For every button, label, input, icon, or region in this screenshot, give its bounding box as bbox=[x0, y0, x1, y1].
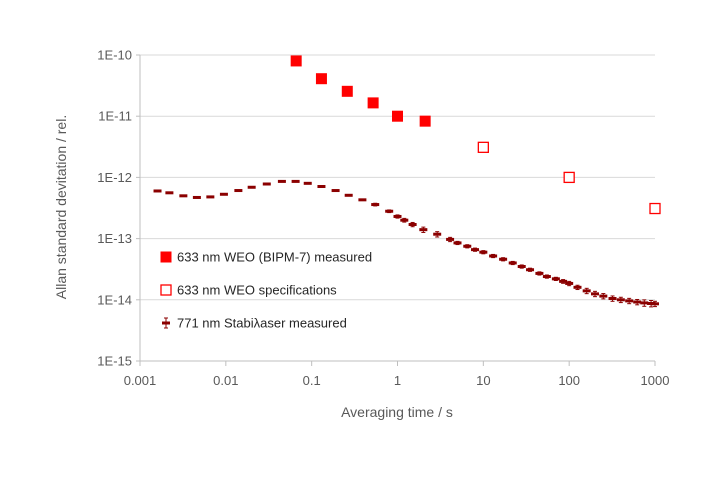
data-point-dash bbox=[219, 192, 228, 196]
data-point-filled-square bbox=[290, 55, 302, 67]
data-point-dash bbox=[179, 194, 188, 198]
legend-entry-1: 633 nm WEO (BIPM-7) measured bbox=[160, 250, 372, 265]
series-3 bbox=[153, 179, 659, 308]
data-point-dash bbox=[419, 228, 428, 232]
data-point-dash bbox=[277, 179, 286, 183]
data-point-dash bbox=[640, 301, 649, 305]
data-point-dash bbox=[206, 195, 215, 199]
data-point-dash bbox=[247, 185, 256, 189]
data-point-dash bbox=[371, 203, 380, 207]
data-point-open-square bbox=[477, 141, 489, 153]
x-tick-label: 0.1 bbox=[303, 373, 321, 388]
data-point-dash bbox=[535, 271, 544, 275]
x-tick-label: 1000 bbox=[641, 373, 670, 388]
data-point-dash bbox=[551, 277, 560, 281]
legend-label: 633 nm WEO specifications bbox=[177, 283, 337, 298]
y-tick-label: 1E-13 bbox=[97, 231, 132, 246]
series-1 bbox=[290, 55, 431, 127]
data-point-dash bbox=[651, 302, 659, 306]
data-point-dash bbox=[453, 241, 462, 245]
data-point-dash bbox=[542, 275, 551, 279]
data-point-dash bbox=[582, 289, 591, 293]
legend-label: 633 nm WEO (BIPM-7) measured bbox=[177, 250, 372, 265]
x-tick-label: 100 bbox=[558, 373, 580, 388]
x-tick-label: 10 bbox=[476, 373, 490, 388]
y-tick-label: 1E-11 bbox=[98, 109, 132, 124]
data-point-open-square bbox=[563, 171, 575, 184]
y-tick-label: 1E-15 bbox=[97, 354, 132, 369]
data-point-dash bbox=[400, 218, 409, 222]
data-point-dash bbox=[344, 193, 353, 197]
legend-entry-3: 771 nm Stabiλaser measured bbox=[162, 316, 347, 331]
data-point-dash bbox=[165, 191, 174, 195]
data-point-dash bbox=[599, 294, 608, 298]
series-2 bbox=[477, 141, 661, 215]
data-point-dash bbox=[303, 181, 312, 185]
data-point-dash bbox=[573, 285, 582, 289]
data-point-dash bbox=[291, 179, 300, 183]
legend-label: 771 nm Stabiλaser measured bbox=[177, 316, 347, 331]
data-point-dash bbox=[591, 292, 600, 296]
data-point-dash bbox=[317, 185, 326, 189]
y-tick-label: 1E-10 bbox=[97, 48, 132, 63]
y-axis-title: Allan standard devitation / rel. bbox=[53, 115, 69, 299]
legend: 633 nm WEO (BIPM-7) measured 633 nm WEO s… bbox=[160, 250, 372, 331]
data-point-dash bbox=[608, 297, 617, 301]
x-tick-label: 1 bbox=[394, 373, 401, 388]
data-point-dash bbox=[565, 281, 574, 285]
data-point-dash bbox=[526, 268, 535, 272]
data-point-filled-square bbox=[315, 73, 327, 85]
data-point-filled-square bbox=[392, 110, 403, 122]
data-point-dash bbox=[153, 189, 162, 193]
data-point-filled-square bbox=[419, 115, 431, 127]
data-point-dash bbox=[385, 209, 394, 213]
y-tick-label: 1E-14 bbox=[97, 292, 132, 307]
data-point-dash bbox=[625, 299, 634, 303]
x-axis-title: Averaging time / s bbox=[341, 404, 453, 420]
data-point-dash bbox=[446, 237, 455, 241]
legend-marker-dash bbox=[162, 321, 170, 325]
data-series bbox=[153, 55, 661, 308]
data-point-dash bbox=[331, 189, 340, 193]
data-point-dash bbox=[408, 222, 417, 226]
data-point-dash bbox=[633, 300, 642, 304]
legend-entry-2: 633 nm WEO specifications bbox=[160, 283, 337, 298]
data-point-dash bbox=[479, 250, 488, 254]
x-tick-label: 0.01 bbox=[213, 373, 238, 388]
data-point-dash bbox=[262, 182, 271, 186]
data-point-open-square bbox=[649, 202, 661, 215]
data-point-dash bbox=[393, 214, 402, 218]
data-point-dash bbox=[616, 298, 625, 302]
data-point-filled-square bbox=[367, 97, 379, 109]
x-tick-label: 0.001 bbox=[124, 373, 157, 388]
data-point-dash bbox=[517, 265, 526, 269]
data-point-dash bbox=[358, 198, 367, 202]
axes: 1E-10 1E-11 1E-12 1E-13 1E-14 1E-15 0.001 0.01 0… bbox=[97, 48, 669, 389]
data-point-dash bbox=[499, 257, 508, 261]
y-tick-label: 1E-12 bbox=[97, 170, 132, 185]
legend-marker-open-square bbox=[160, 284, 172, 296]
data-point-dash bbox=[559, 279, 568, 283]
data-point-dash bbox=[489, 254, 498, 258]
legend-marker-filled-square bbox=[160, 251, 172, 263]
data-point-dash bbox=[234, 189, 243, 193]
data-point-dash bbox=[463, 244, 472, 248]
data-point-filled-square bbox=[341, 85, 353, 97]
data-point-dash bbox=[192, 195, 201, 199]
data-point-dash bbox=[471, 248, 480, 252]
data-point-dash bbox=[433, 232, 442, 236]
data-point-dash bbox=[508, 261, 517, 265]
